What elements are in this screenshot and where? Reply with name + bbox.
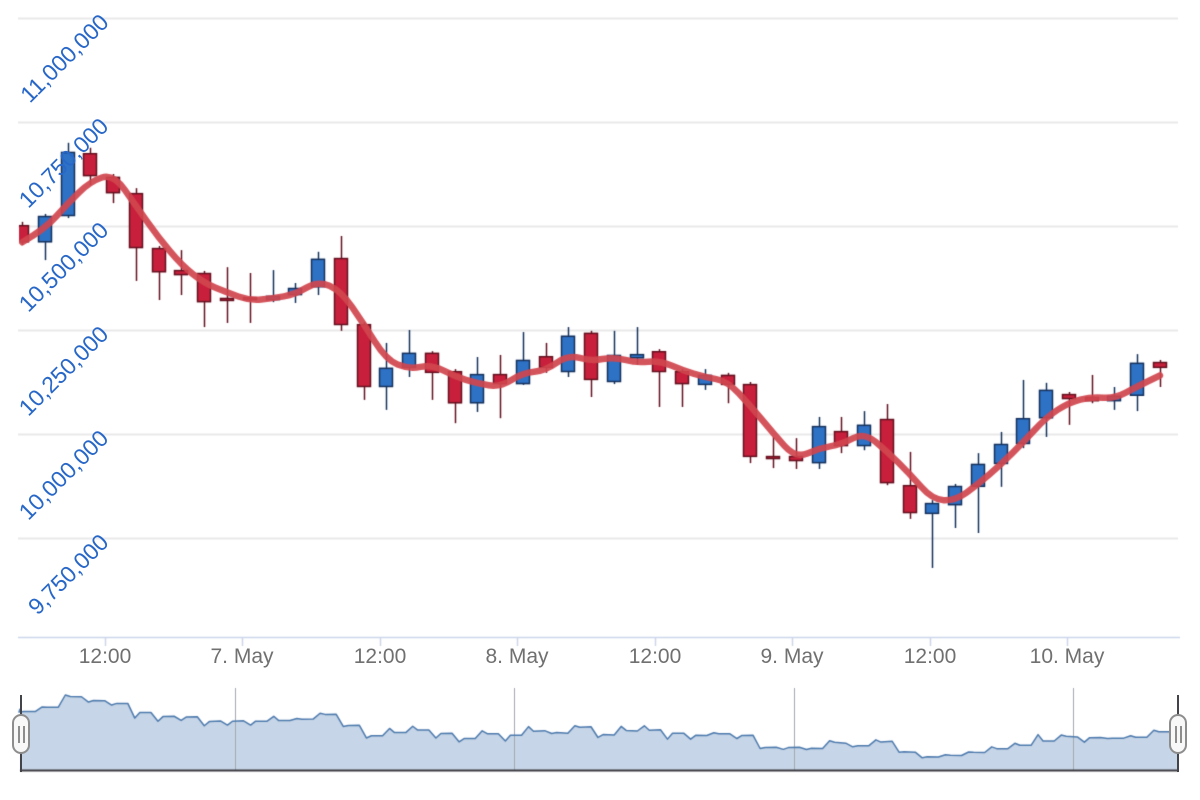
- main-plot-area[interactable]: [20, 0, 1178, 637]
- navigator[interactable]: 7. May8. May9. May10. May: [20, 688, 1178, 771]
- x-axis-label: 12:00: [903, 645, 957, 668]
- x-axis-label: 12:00: [628, 645, 682, 668]
- navigator-handle-grip-icon: [1169, 714, 1187, 754]
- navigator-handle-grip-icon: [12, 714, 30, 754]
- x-axis-label: 7. May: [210, 645, 274, 668]
- x-axis-label: 10. May: [1029, 645, 1105, 668]
- x-axis-label: 8. May: [485, 645, 549, 668]
- x-axis-label: 9. May: [760, 645, 824, 668]
- navigator-right-handle[interactable]: [1169, 695, 1187, 773]
- navigator-left-handle[interactable]: [12, 695, 30, 773]
- x-axis-label: 12:00: [78, 645, 132, 668]
- x-axis-label: 12:00: [353, 645, 407, 668]
